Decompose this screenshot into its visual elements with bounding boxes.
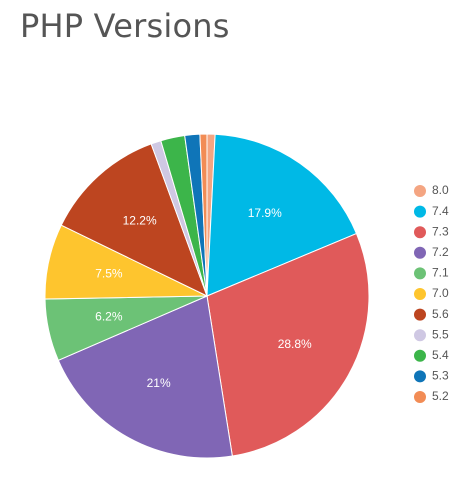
legend-label-5-2[interactable]: 5.2: [432, 389, 449, 403]
data-label-7-4: 17.9%: [248, 206, 282, 220]
legend-label-7-0[interactable]: 7.0: [432, 286, 449, 300]
legend-marker-7-1[interactable]: [414, 267, 426, 280]
legend-marker-5-4[interactable]: [414, 349, 426, 362]
legend-marker-5-3[interactable]: [414, 370, 426, 383]
pie-slice-7-3[interactable]: [206, 232, 370, 457]
legend-label-5-6[interactable]: 5.6: [432, 307, 449, 321]
legend-label-5-4[interactable]: 5.4: [432, 348, 449, 362]
data-label-7-3: 28.8%: [278, 337, 312, 351]
chart-title: PHP Versions: [20, 7, 230, 45]
pie-slice-5-2[interactable]: [199, 133, 208, 297]
pie-data-labels: 17.9% 28.8% 21% 6.2% 7.5% 12.2%: [95, 206, 312, 390]
legend-label-7-2[interactable]: 7.2: [432, 245, 449, 259]
legend-label-7-4[interactable]: 7.4: [432, 204, 449, 218]
pie-slice-7-4[interactable]: [206, 133, 358, 297]
legend-label-7-1[interactable]: 7.1: [432, 266, 449, 280]
legend-label-5-5[interactable]: 5.5: [432, 327, 449, 341]
legend-marker-7-2[interactable]: [414, 246, 426, 259]
data-label-7-2: 21%: [147, 376, 171, 390]
data-label-7-0: 7.5%: [95, 267, 123, 281]
data-label-7-1: 6.2%: [95, 309, 123, 323]
legend-marker-7-4[interactable]: [414, 205, 426, 218]
legend-marker-5-5[interactable]: [414, 329, 426, 342]
legend-marker-5-6[interactable]: [414, 308, 426, 321]
legend-marker-8-0[interactable]: [414, 185, 426, 197]
chart-legend: 8.0 7.4 7.3 7.2 7.1 7.0 5.6 5.5 5.4 5.3 5.2: [414, 183, 449, 403]
legend-marker-7-3[interactable]: [414, 226, 426, 239]
legend-marker-7-0[interactable]: [414, 288, 426, 300]
legend-label-8-0[interactable]: 8.0: [432, 183, 449, 197]
legend-label-7-3[interactable]: 7.3: [432, 224, 449, 238]
legend-marker-5-2[interactable]: [414, 391, 426, 403]
data-label-5-6: 12.2%: [123, 214, 157, 228]
legend-label-5-3[interactable]: 5.3: [432, 369, 449, 383]
pie-slices: [44, 133, 370, 459]
pie-slice-7-2[interactable]: [57, 295, 233, 459]
pie-slice-5-6[interactable]: [60, 143, 208, 297]
